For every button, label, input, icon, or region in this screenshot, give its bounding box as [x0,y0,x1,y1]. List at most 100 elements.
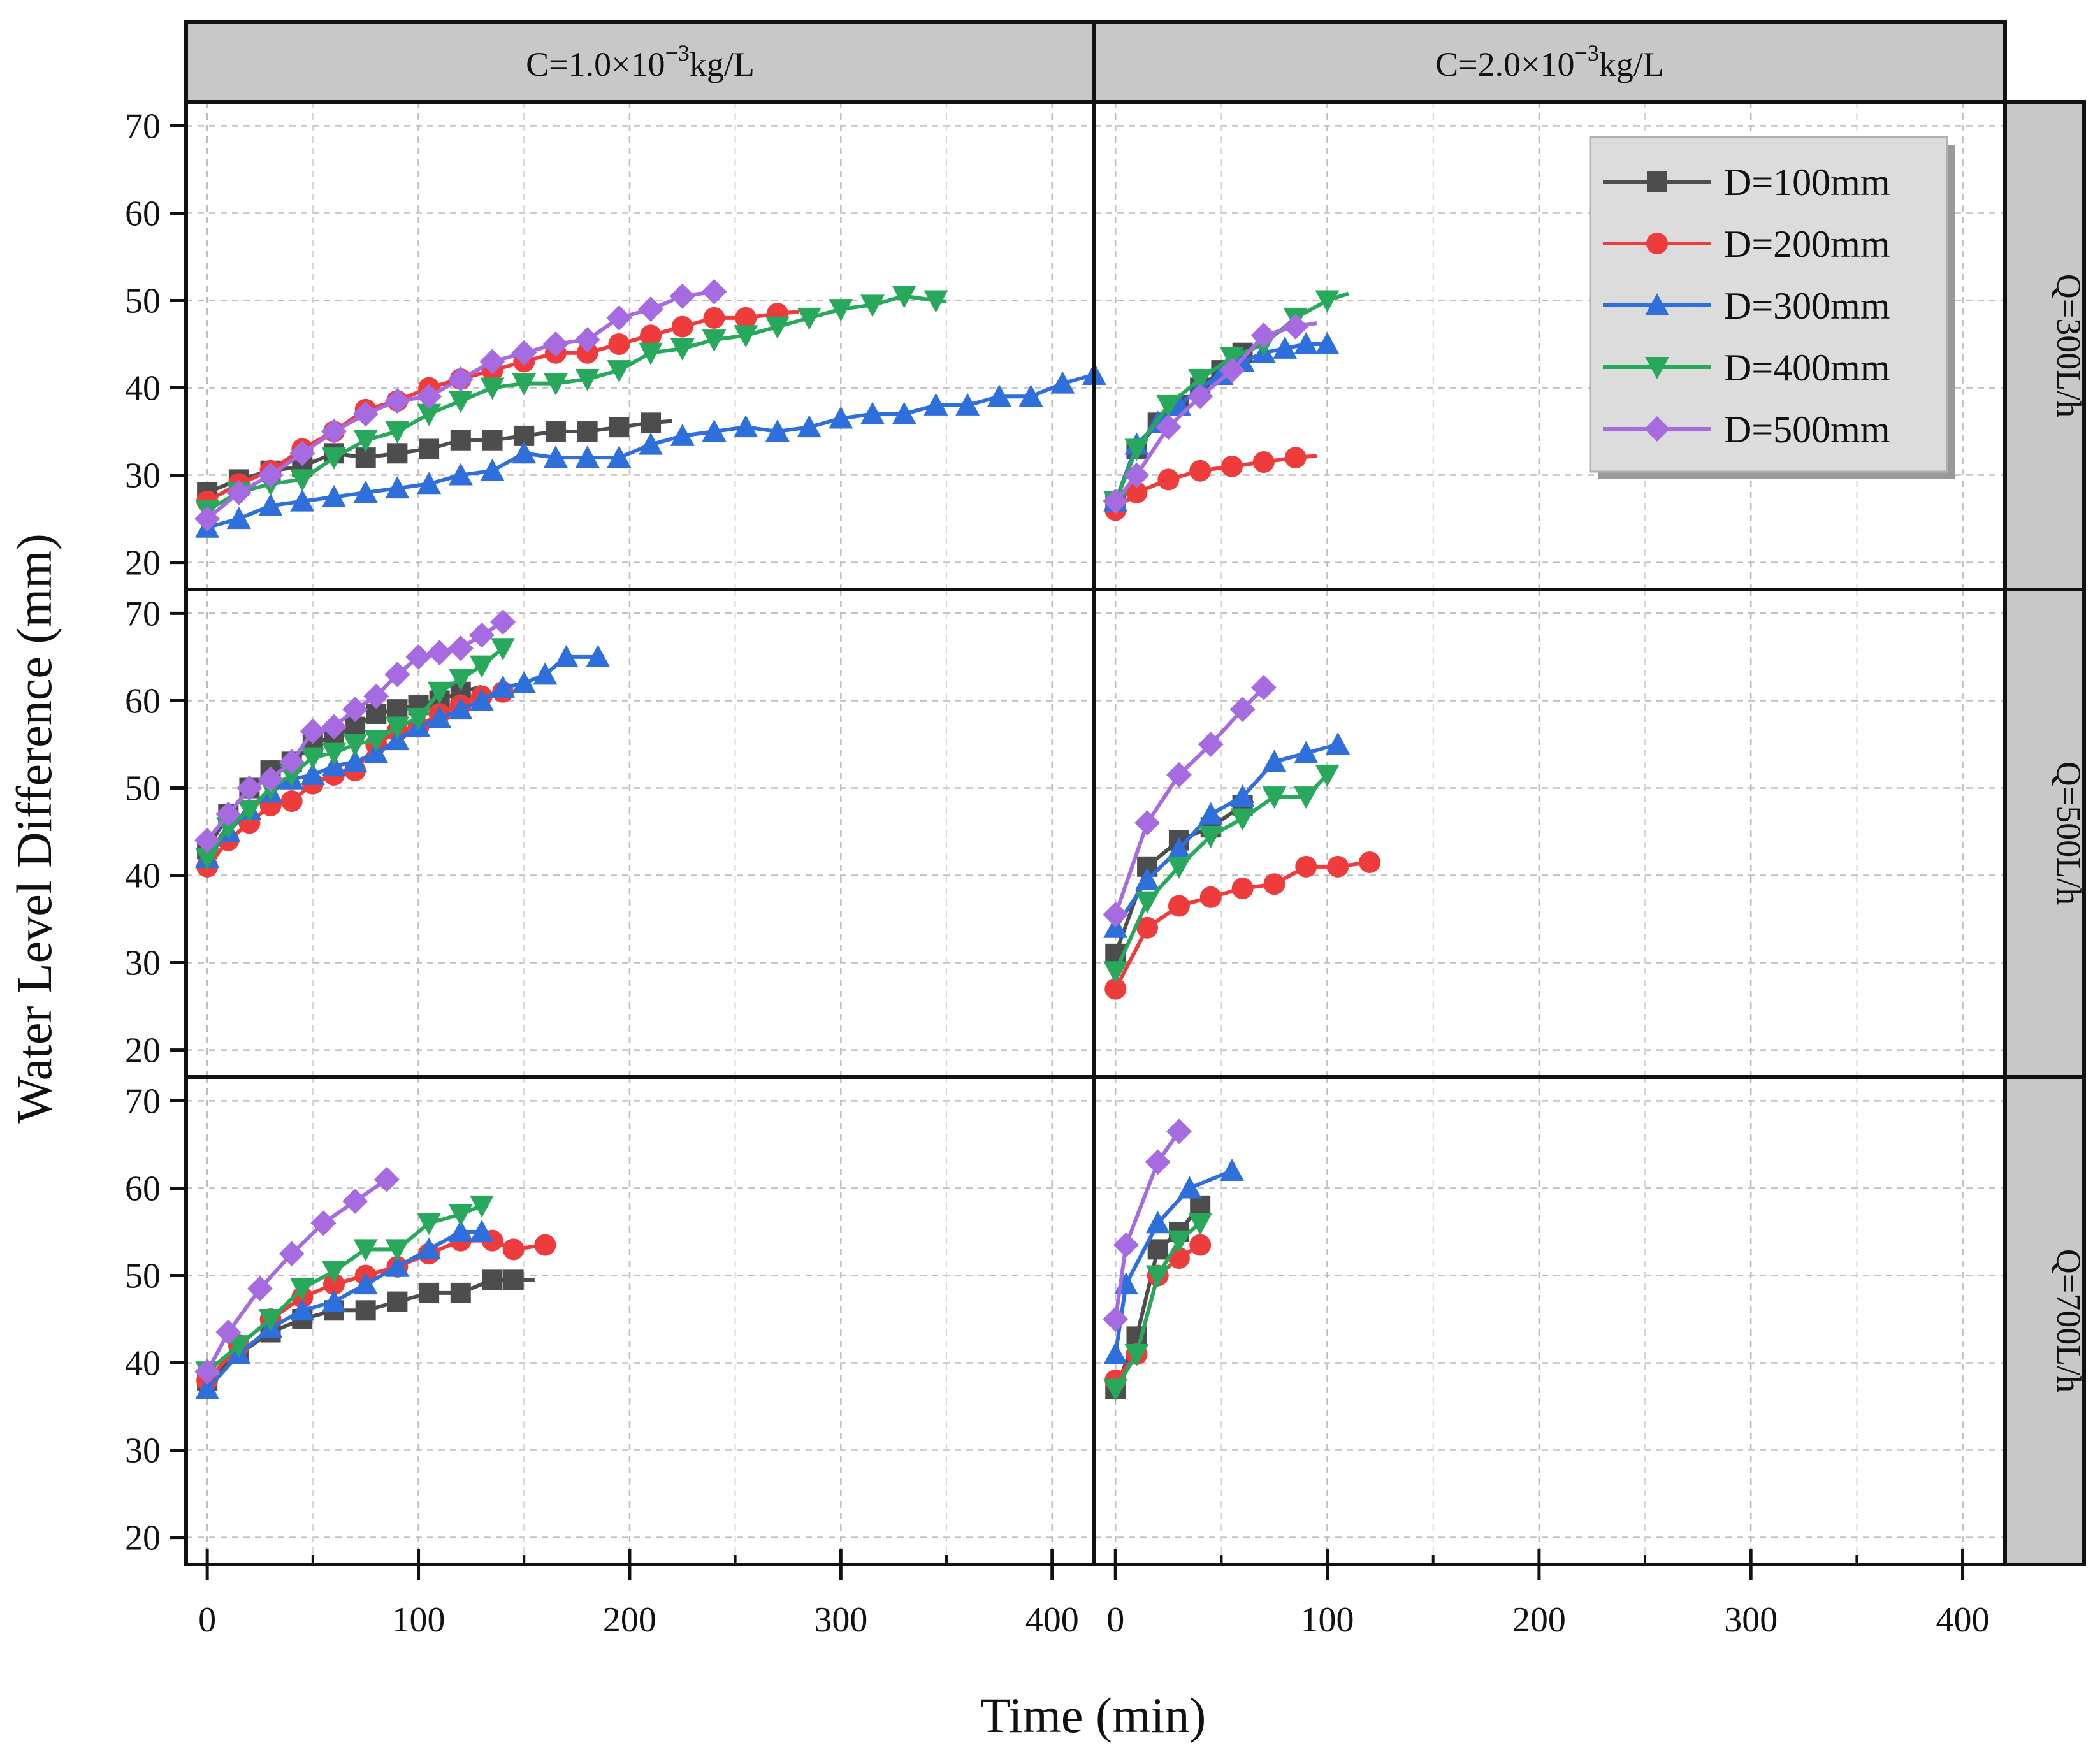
data-point [417,1237,442,1260]
data-point [502,1238,525,1261]
data-point [450,430,471,451]
data-point [290,489,315,512]
data-point [669,283,695,309]
y-tick-label: 70 [125,106,161,146]
row-strip-label: Q=300L/h [2050,274,2088,417]
data-point [384,662,410,688]
panel-r1-c1 [1103,674,1381,1000]
data-point [671,315,693,338]
data-point [405,644,431,670]
data-point [542,331,569,357]
data-point [641,412,662,433]
data-point [1294,332,1319,354]
data-point [448,697,473,720]
data-point [387,699,408,720]
data-point [829,299,853,322]
legend-label: D=500mm [1724,408,1890,451]
x-tick-label: 0 [198,1600,216,1640]
data-point [1190,1195,1211,1216]
data-point [215,801,242,827]
data-point [575,368,600,391]
data-point [1220,1159,1245,1182]
column-strip-label: C=2.0×10−3kg/L [1435,40,1664,83]
data-point [1018,384,1043,407]
data-point [353,430,378,452]
series-line [206,1204,483,1373]
data-point [290,1298,315,1321]
data-point [543,373,568,396]
data-point [1177,1176,1202,1199]
series-line [206,419,672,495]
data-point [290,469,315,492]
data-point [1168,895,1190,917]
data-point [257,462,284,488]
data-point [355,1300,376,1321]
data-point [385,421,410,444]
data-point [1250,674,1277,700]
data-point [892,286,916,308]
data-point [385,1239,410,1262]
data-point [468,622,495,648]
data-point [607,360,632,383]
data-point [1295,855,1317,878]
data-point [419,1282,440,1303]
series-layer [194,278,1381,1401]
data-point [608,333,630,355]
data-point [342,1189,368,1214]
y-tick-label: 40 [125,369,161,408]
row-strip-label: Q=500L/h [2050,762,2088,905]
data-point [575,445,600,468]
data-point [1103,488,1129,514]
data-point [290,1278,315,1301]
data-point [491,638,516,661]
data-point [923,393,948,416]
x-tick-label: 400 [1025,1600,1079,1640]
data-point [385,476,410,499]
x-axis-title: Time (min) [980,1688,1206,1743]
data-point [703,307,725,329]
data-point [1198,731,1224,757]
data-point [387,443,408,464]
data-point [353,480,378,503]
data-point [1124,462,1150,488]
data-point [702,329,727,352]
data-point [300,718,326,744]
data-point [511,340,537,366]
data-point [1315,764,1340,787]
data-point [1189,459,1212,482]
y-tick-label: 20 [125,1519,161,1558]
column-strip [184,20,1096,104]
data-point [1282,314,1308,340]
data-point [543,445,568,468]
data-point [1221,455,1243,477]
data-point [237,799,262,822]
data-point [321,1261,346,1283]
data-point [734,415,758,438]
data-point [300,747,325,770]
data-point [1250,322,1277,349]
data-point [226,1335,251,1358]
data-point [427,681,452,704]
y-tick-label: 20 [125,1031,161,1071]
legend-label: D=400mm [1724,347,1890,389]
data-point [1135,867,1160,890]
series-line [205,1229,482,1391]
data-point [257,766,284,792]
legend-label: D=100mm [1724,161,1890,203]
data-point [1315,290,1340,313]
data-point [373,1166,400,1192]
data-point [406,707,431,730]
data-point [1113,1232,1139,1258]
data-point [236,775,263,801]
data-point [1050,371,1075,394]
data-point [322,1273,345,1296]
data-point [1145,1211,1170,1234]
data-point [1645,293,1669,315]
data-point [1134,810,1161,836]
data-point [416,384,442,410]
data-point [1284,447,1307,469]
data-point [353,1239,378,1262]
data-point [1198,802,1223,825]
data-point [702,419,727,442]
